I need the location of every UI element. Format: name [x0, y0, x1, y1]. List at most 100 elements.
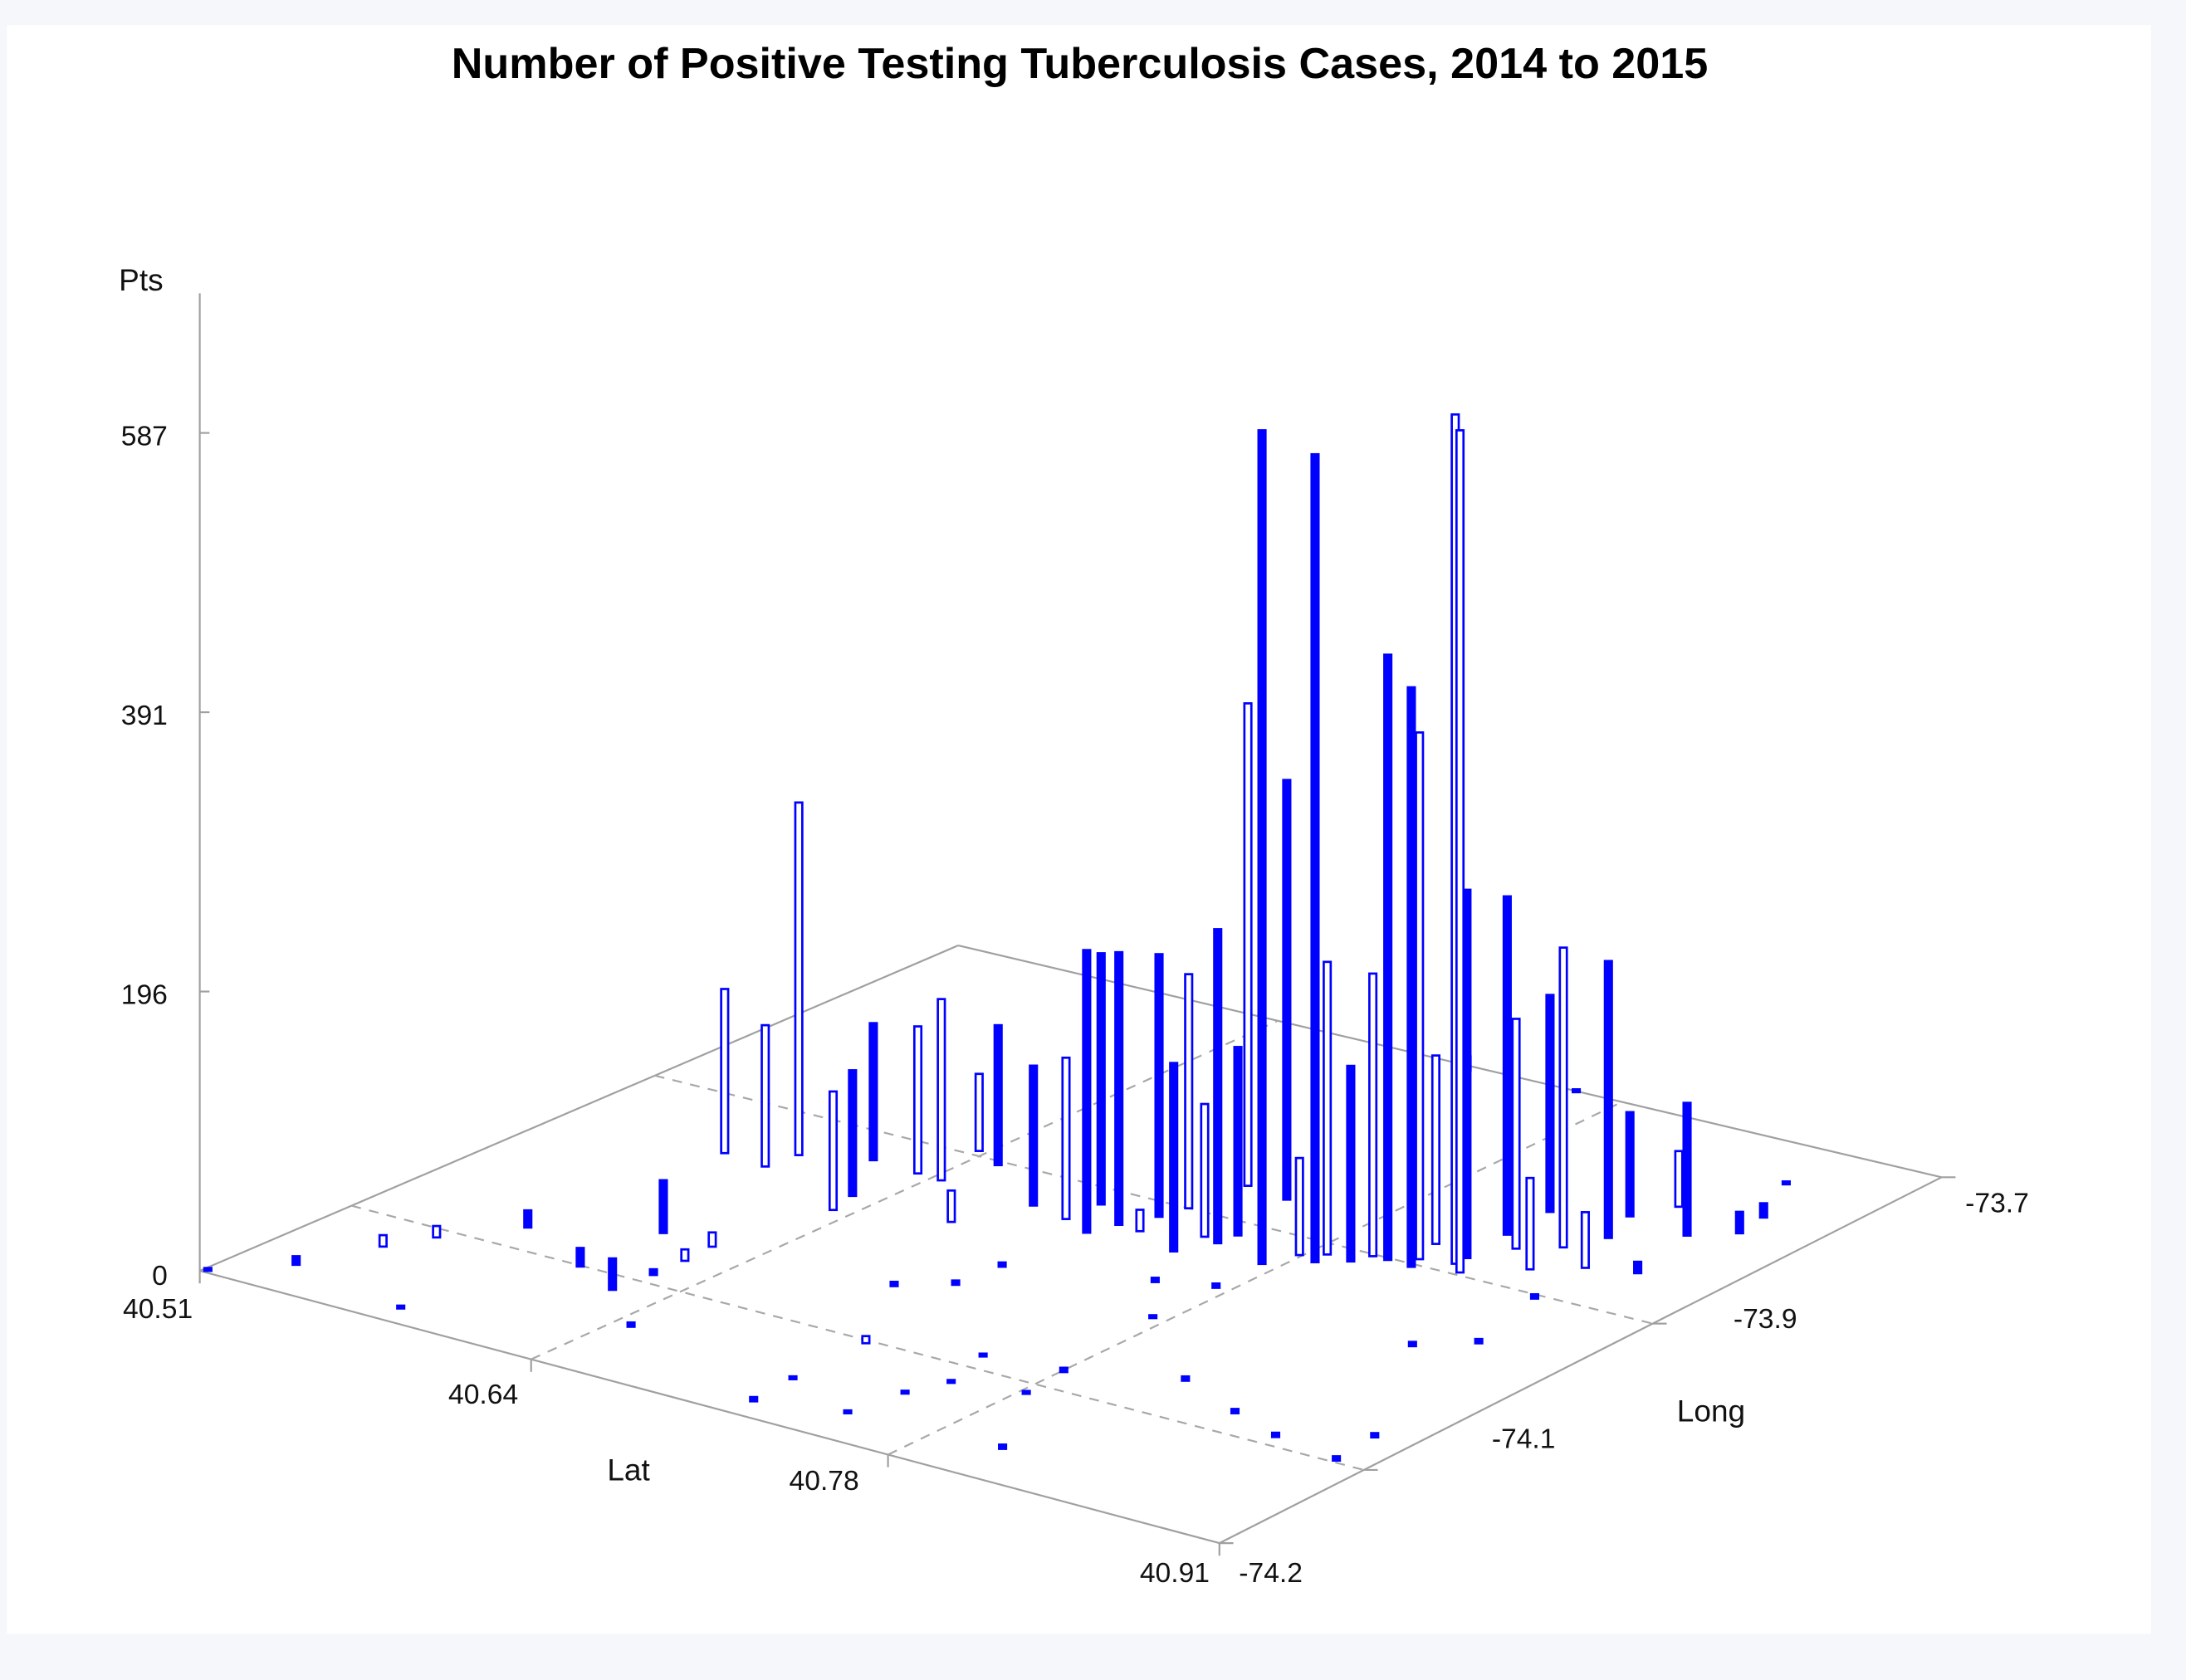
bar	[291, 1255, 301, 1267]
bar	[1230, 1408, 1240, 1414]
bar	[937, 998, 946, 1182]
z-tick-label: 0	[152, 1261, 168, 1292]
long-axis-line	[1219, 1176, 1943, 1545]
long-axis-label: Long	[1677, 1394, 1745, 1428]
bar	[1572, 1088, 1582, 1094]
bar	[1135, 1209, 1145, 1233]
z-tick-label: 587	[121, 422, 168, 452]
bar	[1502, 895, 1512, 1236]
bar	[1169, 1062, 1179, 1253]
bar	[978, 1352, 988, 1358]
bar	[1282, 779, 1292, 1201]
lat-tick-label: 40.64	[448, 1380, 518, 1410]
bar	[608, 1257, 618, 1292]
bar	[1029, 1064, 1039, 1207]
bar	[1370, 1432, 1380, 1439]
bar	[648, 1267, 658, 1277]
bar	[1294, 1156, 1304, 1257]
needle-bars	[203, 413, 1791, 1462]
bar	[1243, 702, 1253, 1187]
bar	[575, 1247, 585, 1268]
bar	[432, 1224, 442, 1239]
bar	[1114, 950, 1124, 1226]
bar	[900, 1389, 910, 1395]
bar	[658, 1179, 668, 1234]
bar	[396, 1304, 406, 1310]
bar	[1758, 1202, 1768, 1219]
bar	[794, 801, 804, 1156]
long-gridline	[654, 1074, 1653, 1325]
bar	[1346, 1064, 1356, 1263]
lat-tick-label: 40.78	[790, 1466, 859, 1497]
bar	[1558, 946, 1568, 1249]
bar	[1181, 1375, 1191, 1382]
lat-axis-line	[199, 1269, 1220, 1545]
bar	[1310, 452, 1320, 1263]
bar	[946, 1189, 956, 1223]
bar	[1580, 1211, 1590, 1269]
z-tick-label: 391	[121, 701, 168, 731]
bar	[1150, 1277, 1160, 1283]
bar	[1257, 429, 1267, 1266]
long-gridline	[351, 1204, 1364, 1472]
bar	[1625, 1111, 1635, 1218]
bar	[843, 1409, 853, 1415]
bar	[1603, 960, 1613, 1239]
bar	[1406, 686, 1416, 1268]
bar	[1430, 1054, 1440, 1245]
bar	[1059, 1366, 1069, 1374]
bar	[861, 1335, 871, 1345]
plot-background	[7, 25, 2151, 1634]
bar	[720, 988, 730, 1155]
bar	[1734, 1210, 1744, 1235]
bar	[1323, 960, 1333, 1256]
long-tick-label: -73.9	[1734, 1304, 1797, 1335]
bar	[680, 1248, 690, 1262]
bar	[1781, 1180, 1791, 1186]
gridlines	[351, 1019, 1653, 1472]
bar	[203, 1267, 213, 1272]
bar	[378, 1233, 388, 1248]
bar	[1184, 973, 1194, 1210]
bar	[749, 1395, 759, 1403]
bar	[889, 1280, 899, 1287]
bar	[1096, 952, 1106, 1206]
lat-tick-label: 40.51	[123, 1294, 193, 1325]
bar	[1525, 1176, 1535, 1271]
bar	[993, 1023, 1003, 1167]
bar	[626, 1321, 636, 1328]
bar	[998, 1443, 1008, 1450]
bar	[997, 1261, 1007, 1268]
bar	[1332, 1455, 1342, 1462]
bar	[1633, 1260, 1643, 1275]
bar	[788, 1375, 798, 1380]
bar	[1061, 1056, 1071, 1220]
bar	[1529, 1292, 1539, 1300]
bar	[1368, 972, 1378, 1258]
lat-gridline	[531, 1019, 1279, 1360]
bar	[1211, 1282, 1221, 1289]
bar	[1021, 1389, 1031, 1395]
lat-gridline	[888, 1101, 1623, 1456]
bar	[1383, 653, 1393, 1262]
bar	[1674, 1150, 1684, 1209]
long-tick-label: -74.2	[1239, 1558, 1303, 1589]
bar	[1148, 1314, 1158, 1320]
bar	[974, 1072, 984, 1152]
long-tick-label: -74.1	[1492, 1424, 1556, 1455]
floor-edge-back-left	[199, 945, 959, 1272]
z-tick-label: 196	[121, 980, 168, 1011]
bar	[1082, 949, 1092, 1234]
bar	[1415, 731, 1425, 1261]
bar	[1545, 994, 1555, 1214]
bar	[1407, 1341, 1417, 1348]
lat-tick-label: 40.91	[1140, 1558, 1210, 1589]
bar	[1455, 429, 1465, 1274]
bar	[760, 1023, 770, 1168]
bar	[946, 1379, 956, 1385]
bar	[707, 1231, 717, 1248]
bar	[1474, 1337, 1484, 1345]
chart-title: Number of Positive Testing Tuberculosis …	[452, 40, 1709, 88]
